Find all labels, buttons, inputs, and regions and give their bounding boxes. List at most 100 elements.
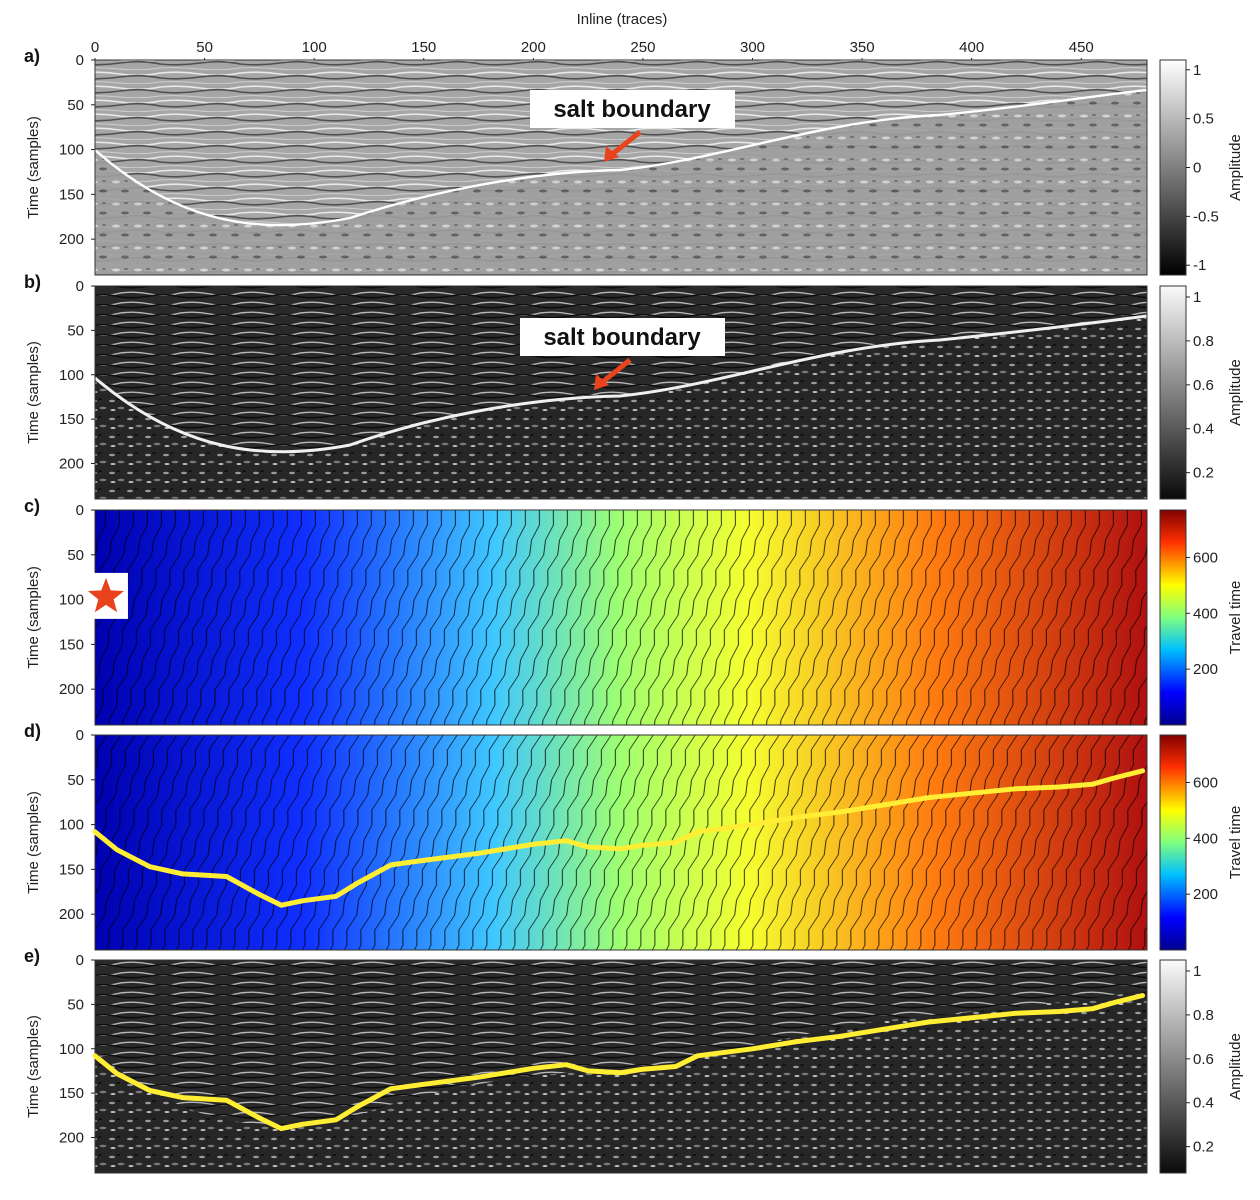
panel-0-overlay: a) Time (samples) 0 50 100 150 200 1 0.5 0 -0.5 -1 A… bbox=[24, 46, 1244, 276]
colorbar-tick-label: -1 bbox=[1193, 257, 1206, 274]
y-tick-label: 150 bbox=[59, 186, 84, 203]
panel-2-overlay: c) Time (samples) 0 50 100 150 200 600 400 200 Tra… bbox=[24, 496, 1244, 726]
y-tick-label: 200 bbox=[59, 681, 84, 698]
colorbar bbox=[1159, 285, 1187, 500]
y-axis-title: Time (samples) bbox=[25, 566, 42, 669]
y-tick-label: 50 bbox=[67, 547, 84, 564]
panel-frame bbox=[94, 285, 1148, 500]
salt-boundary-line bbox=[92, 768, 1146, 908]
colorbar-tick-label: 0.2 bbox=[1193, 1139, 1214, 1156]
colorbar-tick-label: 0.6 bbox=[1193, 1051, 1214, 1068]
panel-letter: b) bbox=[24, 272, 41, 292]
colorbar-tick-label: 0.6 bbox=[1193, 377, 1214, 394]
y-tick-label: 150 bbox=[59, 861, 84, 878]
y-tick-label: 150 bbox=[59, 411, 84, 428]
panel-letter: d) bbox=[24, 721, 41, 741]
annotation-arrow bbox=[608, 130, 642, 158]
colorbar-tick-label: 200 bbox=[1193, 886, 1218, 903]
annotation-box bbox=[530, 90, 735, 128]
y-tick-label: 150 bbox=[59, 636, 84, 653]
y-tick-label: 0 bbox=[76, 727, 84, 744]
salt-boundary-line bbox=[92, 993, 1146, 1132]
y-tick-label: 0 bbox=[76, 278, 84, 295]
panel-letter: a) bbox=[24, 46, 40, 66]
colorbar-label: Travel time bbox=[1227, 806, 1244, 880]
y-tick-label: 0 bbox=[76, 952, 84, 969]
colorbar-tick-label: 0.8 bbox=[1193, 1007, 1214, 1024]
x-tick-label: 300 bbox=[740, 39, 765, 56]
colorbar bbox=[1159, 59, 1187, 276]
x-tick-label: 150 bbox=[411, 39, 436, 56]
annotation-text: salt boundary bbox=[543, 324, 701, 351]
y-tick-label: 200 bbox=[59, 231, 84, 248]
annotation-arrowhead bbox=[594, 374, 609, 390]
y-tick-label: 50 bbox=[67, 772, 84, 789]
y-axis-title: Time (samples) bbox=[25, 116, 42, 219]
x-tick-label: 350 bbox=[850, 39, 875, 56]
y-tick-label: 200 bbox=[59, 456, 84, 473]
panel-letter: e) bbox=[24, 946, 40, 966]
y-tick-label: 100 bbox=[59, 142, 84, 159]
panel-3-overlay: d) Time (samples) 0 50 100 150 200 600 400 200 Tra… bbox=[24, 721, 1244, 951]
x-tick-label: 0 bbox=[91, 39, 99, 56]
colorbar bbox=[1159, 959, 1187, 1174]
overlays: a)Time (samples)05010015020010.50-0.5-1A… bbox=[24, 46, 1244, 1174]
y-axis-title: Time (samples) bbox=[25, 791, 42, 894]
x-tick-label: 100 bbox=[302, 39, 327, 56]
x-tick-labels: 0 50 100 150 200 250 300 350 400 450 bbox=[91, 39, 1094, 62]
y-tick-label: 100 bbox=[59, 592, 84, 609]
x-tick-label: 200 bbox=[521, 39, 546, 56]
annotation-text: salt boundary bbox=[553, 96, 711, 123]
colorbar-tick-label: 0.4 bbox=[1193, 1095, 1214, 1112]
y-tick-label: 0 bbox=[76, 52, 84, 69]
colorbar-tick-label: 400 bbox=[1193, 830, 1218, 847]
annotation-arrow bbox=[598, 358, 632, 386]
source-star-icon bbox=[87, 577, 124, 613]
x-axis-title: Inline (traces) bbox=[577, 11, 668, 28]
colorbar-tick-label: 0.8 bbox=[1193, 333, 1214, 350]
colorbar-tick-label: 600 bbox=[1193, 774, 1218, 791]
colorbar-tick-label: -0.5 bbox=[1193, 208, 1219, 225]
y-tick-label: 50 bbox=[67, 996, 84, 1013]
y-tick-label: 150 bbox=[59, 1085, 84, 1102]
panel-d bbox=[95, 735, 1147, 950]
colorbar-tick-label: 1 bbox=[1193, 62, 1201, 79]
colorbar-tick-label: 600 bbox=[1193, 549, 1218, 566]
panel-b bbox=[94, 286, 1148, 499]
colorbar-tick-label: 0.5 bbox=[1193, 111, 1214, 128]
y-tick-label: 50 bbox=[67, 97, 84, 114]
panel-frame bbox=[94, 734, 1148, 951]
colorbar-label: Amplitude bbox=[1227, 1033, 1244, 1100]
x-tick-label: 450 bbox=[1069, 39, 1094, 56]
annotation-arrowhead bbox=[604, 146, 619, 162]
colorbar bbox=[1159, 509, 1187, 726]
y-tick-label: 100 bbox=[59, 367, 84, 384]
y-tick-label: 200 bbox=[59, 1130, 84, 1147]
colorbar-tick-label: 400 bbox=[1193, 605, 1218, 622]
x-tick-label: 250 bbox=[630, 39, 655, 56]
colorbar-tick-label: 0.2 bbox=[1193, 465, 1214, 482]
panel-1-overlay: b) Time (samples) 0 50 100 150 200 1 0.8 0.6 0.4 0.… bbox=[24, 272, 1244, 500]
panel-frame bbox=[94, 59, 1148, 276]
panel-c bbox=[95, 510, 1147, 725]
panel-frame bbox=[94, 959, 1148, 1174]
colorbar-label: Amplitude bbox=[1227, 134, 1244, 201]
y-axis-title: Time (samples) bbox=[25, 341, 42, 444]
colorbar-tick-label: 0.4 bbox=[1193, 421, 1214, 438]
x-tick-label: 50 bbox=[196, 39, 213, 56]
colorbar bbox=[1159, 734, 1187, 951]
x-tick-label: 400 bbox=[959, 39, 984, 56]
colorbar-tick-label: 1 bbox=[1193, 289, 1201, 306]
annotation-box bbox=[520, 318, 725, 356]
colorbar-tick-label: 1 bbox=[1193, 963, 1201, 980]
panel-4-overlay: e) Time (samples) 0 50 100 150 200 1 0.8 0.6 0.4 0.… bbox=[24, 946, 1244, 1174]
y-tick-label: 200 bbox=[59, 906, 84, 923]
panel-e bbox=[95, 960, 1147, 1173]
colorbar-label: Travel time bbox=[1227, 581, 1244, 655]
y-tick-label: 0 bbox=[76, 502, 84, 519]
panel-letter: c) bbox=[24, 496, 40, 516]
colorbar-tick-label: 0 bbox=[1193, 160, 1201, 177]
colorbar-label: Amplitude bbox=[1227, 359, 1244, 426]
